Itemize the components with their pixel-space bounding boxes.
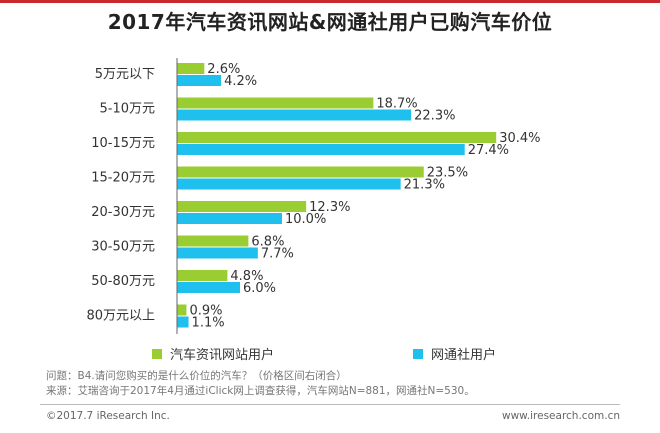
bar-series2 (177, 316, 189, 328)
category-label: 10-15万元 (91, 136, 155, 151)
data-label: 7.7% (261, 247, 294, 262)
chart-title: 2017年汽车资讯网站&网通社用户已购汽车价位 (107, 10, 553, 34)
data-label: 0.9% (189, 304, 222, 319)
data-label: 4.2% (224, 74, 257, 89)
category-label: 5-10万元 (99, 102, 155, 117)
bar-series1 (177, 132, 497, 143)
data-label: 12.3% (309, 200, 350, 215)
bar-series1 (177, 166, 424, 178)
data-label: 30.4% (499, 131, 540, 146)
category-label: 5万元以下 (95, 67, 155, 82)
bar-series2 (177, 247, 258, 259)
legend-swatch-series1 (152, 348, 162, 359)
bar-series1 (177, 235, 249, 247)
bar-chart: 5万元以下 2.6%4.2% 5-10万元 18.7%22.3% 10-15万元 30.4… (86, 58, 541, 334)
top-accent-rule (0, 0, 660, 3)
footer-divider (40, 404, 620, 405)
data-label: 6.0% (243, 281, 276, 296)
bar-series2 (177, 282, 240, 293)
category-label: 80万元以上 (86, 309, 155, 324)
legend-item-series1: 汽车资讯网站用户 (152, 344, 274, 363)
question-note: 问题：B4.请问您购买的是什么价位的汽车？（价格区间右闭合） (46, 370, 347, 382)
bar-series2 (177, 109, 412, 121)
legend-label-series2: 网通社用户 (431, 348, 497, 363)
bar-series2 (177, 75, 222, 86)
data-label: 10.0% (285, 212, 326, 227)
data-label: 2.6% (207, 62, 240, 77)
legend-label-series1: 汽车资讯网站用户 (170, 348, 275, 363)
category-label: 20-30万元 (91, 205, 155, 220)
bar-series1 (177, 270, 228, 281)
data-label: 4.8% (230, 269, 263, 284)
category-label: 30-50万元 (91, 240, 155, 255)
category-label: 15-20万元 (91, 171, 155, 186)
footnotes: 问题：B4.请问您购买的是什么价位的汽车？（价格区间右闭合） 来源：艾瑞咨询于2… (46, 369, 475, 399)
category-label: 50-80万元 (91, 274, 155, 289)
data-label: 21.3% (404, 178, 445, 193)
legend-item-series2: 网通社用户 (413, 344, 496, 363)
data-label: 27.4% (468, 143, 509, 158)
data-label: 22.3% (414, 109, 455, 124)
data-label: 18.7% (376, 97, 417, 112)
website-text: www.iresearch.com.cn (501, 410, 620, 422)
bar-series2 (177, 178, 401, 190)
copyright-text: ©2017.7 iResearch Inc. (46, 410, 170, 422)
bar-series1 (177, 201, 307, 212)
bar-series1 (177, 97, 374, 109)
bar-series1 (177, 304, 187, 316)
data-label: 1.1% (192, 316, 225, 331)
legend-swatch-series2 (413, 348, 423, 359)
data-label: 6.8% (251, 235, 284, 250)
bar-series2 (177, 144, 465, 155)
bar-series2 (177, 213, 282, 224)
bar-series1 (177, 63, 205, 74)
data-label: 23.5% (427, 166, 468, 181)
source-note: 来源：艾瑞咨询于2017年4月通过iClick网上调查获得，汽车网站N=881，… (46, 385, 475, 397)
